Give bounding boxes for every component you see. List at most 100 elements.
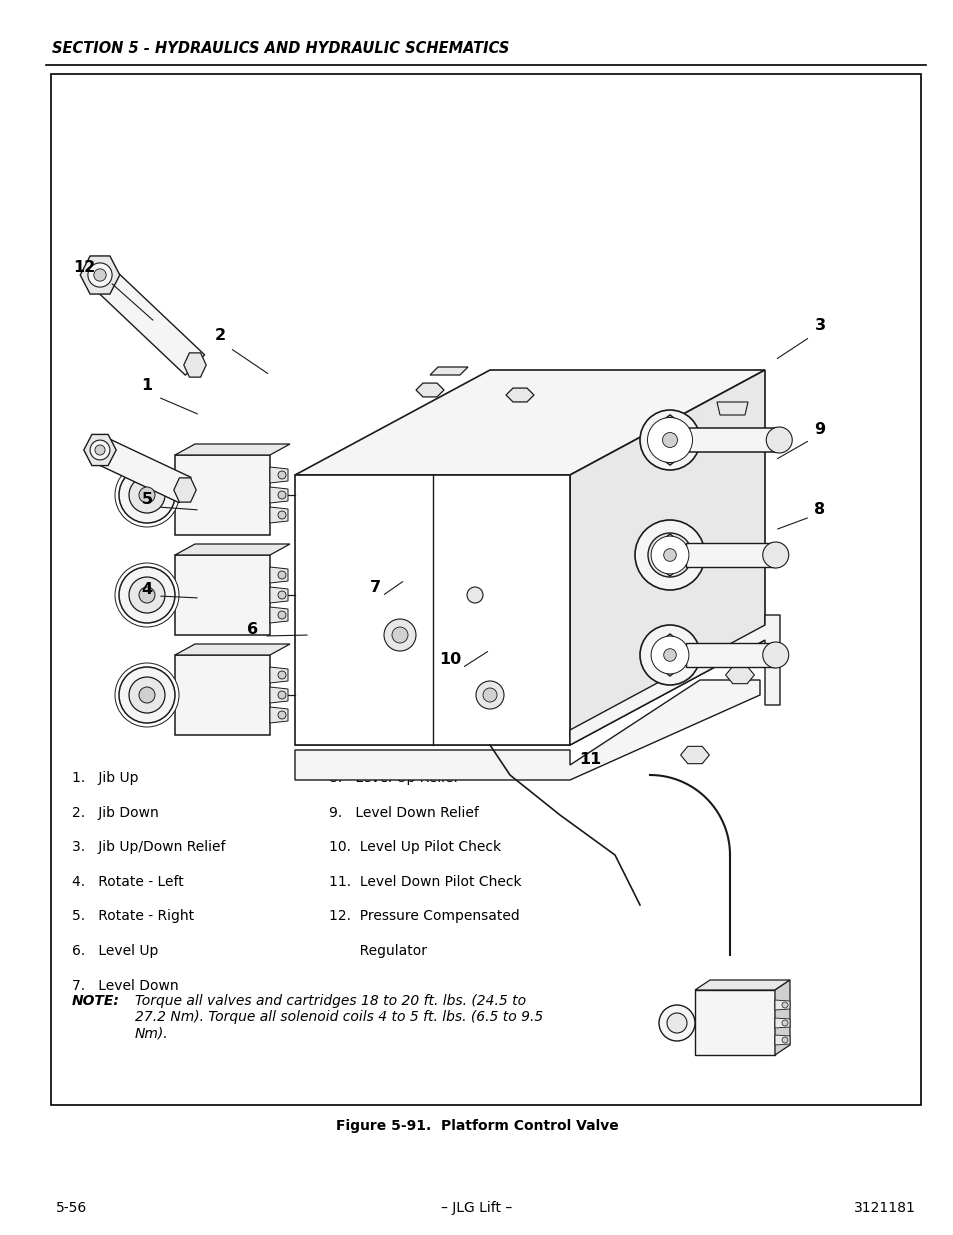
Polygon shape xyxy=(430,367,468,375)
Circle shape xyxy=(666,1013,686,1032)
Polygon shape xyxy=(80,256,120,294)
Polygon shape xyxy=(774,1035,789,1045)
Text: 12: 12 xyxy=(72,259,95,274)
Polygon shape xyxy=(653,415,686,466)
Circle shape xyxy=(119,467,174,522)
Polygon shape xyxy=(270,587,288,603)
Circle shape xyxy=(482,688,497,701)
Circle shape xyxy=(93,269,106,282)
Text: 4.   Rotate - Left: 4. Rotate - Left xyxy=(71,874,183,889)
Circle shape xyxy=(659,545,679,564)
Circle shape xyxy=(277,671,286,679)
Polygon shape xyxy=(679,746,709,763)
Polygon shape xyxy=(685,643,775,667)
Polygon shape xyxy=(294,680,760,781)
Polygon shape xyxy=(725,667,754,684)
Polygon shape xyxy=(270,687,288,703)
Polygon shape xyxy=(695,981,789,990)
Polygon shape xyxy=(569,615,780,745)
Circle shape xyxy=(277,471,286,479)
Text: Regulator: Regulator xyxy=(329,944,427,958)
Polygon shape xyxy=(294,475,569,745)
Text: 5.   Rotate - Right: 5. Rotate - Right xyxy=(71,909,193,924)
Circle shape xyxy=(139,587,154,603)
Circle shape xyxy=(90,440,110,459)
Circle shape xyxy=(277,571,286,579)
Text: 9: 9 xyxy=(814,422,824,437)
Text: 1.   Jib Up: 1. Jib Up xyxy=(71,771,138,785)
Polygon shape xyxy=(174,643,290,655)
Polygon shape xyxy=(717,403,747,415)
Polygon shape xyxy=(91,264,204,375)
Circle shape xyxy=(95,445,105,454)
Text: NOTE:: NOTE: xyxy=(71,994,119,1008)
Text: 7: 7 xyxy=(369,579,380,594)
Text: 2: 2 xyxy=(214,327,225,342)
Polygon shape xyxy=(774,1018,789,1028)
Circle shape xyxy=(129,677,165,713)
Polygon shape xyxy=(774,981,789,1055)
Polygon shape xyxy=(688,429,779,452)
Circle shape xyxy=(655,425,684,454)
Text: Torque all valves and cartridges 18 to 20 ft. lbs. (24.5 to
27.2 Nm). Torque all: Torque all valves and cartridges 18 to 2… xyxy=(134,994,542,1041)
Text: 5-56: 5-56 xyxy=(55,1200,87,1215)
Circle shape xyxy=(649,420,689,459)
Text: 2.   Jib Down: 2. Jib Down xyxy=(71,805,158,820)
Circle shape xyxy=(765,427,791,453)
Polygon shape xyxy=(174,655,270,735)
Polygon shape xyxy=(174,445,290,454)
Text: 8.   Level Up Relief: 8. Level Up Relief xyxy=(329,771,458,785)
Polygon shape xyxy=(656,534,683,576)
Circle shape xyxy=(115,663,179,727)
Circle shape xyxy=(119,667,174,722)
Polygon shape xyxy=(173,478,196,503)
Polygon shape xyxy=(270,606,288,622)
Polygon shape xyxy=(94,437,191,503)
Text: – JLG Lift –: – JLG Lift – xyxy=(441,1200,512,1215)
Circle shape xyxy=(650,636,688,674)
Circle shape xyxy=(762,542,788,568)
Circle shape xyxy=(650,536,688,574)
Circle shape xyxy=(88,263,112,287)
Text: 3.   Jib Up/Down Relief: 3. Jib Up/Down Relief xyxy=(71,840,225,855)
Circle shape xyxy=(657,642,682,668)
Polygon shape xyxy=(656,634,683,676)
Text: Figure 5-91.  Platform Control Valve: Figure 5-91. Platform Control Valve xyxy=(335,1119,618,1134)
Circle shape xyxy=(277,611,286,619)
Polygon shape xyxy=(270,706,288,722)
Circle shape xyxy=(129,577,165,613)
Circle shape xyxy=(467,587,482,603)
Polygon shape xyxy=(416,383,443,396)
Polygon shape xyxy=(505,388,534,401)
Circle shape xyxy=(635,520,704,590)
Text: 6: 6 xyxy=(247,622,258,637)
Circle shape xyxy=(651,637,687,673)
Circle shape xyxy=(476,680,503,709)
Circle shape xyxy=(647,417,692,462)
Polygon shape xyxy=(174,555,270,635)
Polygon shape xyxy=(270,467,288,483)
Text: 5: 5 xyxy=(141,493,152,508)
Polygon shape xyxy=(569,370,764,745)
Polygon shape xyxy=(184,353,206,377)
Text: 6.   Level Up: 6. Level Up xyxy=(71,944,158,958)
Text: 3121181: 3121181 xyxy=(853,1200,915,1215)
Circle shape xyxy=(647,534,691,577)
Circle shape xyxy=(384,619,416,651)
Polygon shape xyxy=(685,543,775,567)
Polygon shape xyxy=(84,435,116,466)
Circle shape xyxy=(277,692,286,699)
Circle shape xyxy=(762,642,788,668)
Circle shape xyxy=(657,542,682,568)
Polygon shape xyxy=(270,667,288,683)
Text: 1: 1 xyxy=(141,378,152,393)
Circle shape xyxy=(119,567,174,622)
Circle shape xyxy=(139,487,154,503)
Circle shape xyxy=(277,511,286,519)
Circle shape xyxy=(661,432,677,447)
Circle shape xyxy=(659,1005,695,1041)
Circle shape xyxy=(277,592,286,599)
Circle shape xyxy=(781,1002,787,1008)
Polygon shape xyxy=(774,1000,789,1010)
Circle shape xyxy=(639,625,700,685)
